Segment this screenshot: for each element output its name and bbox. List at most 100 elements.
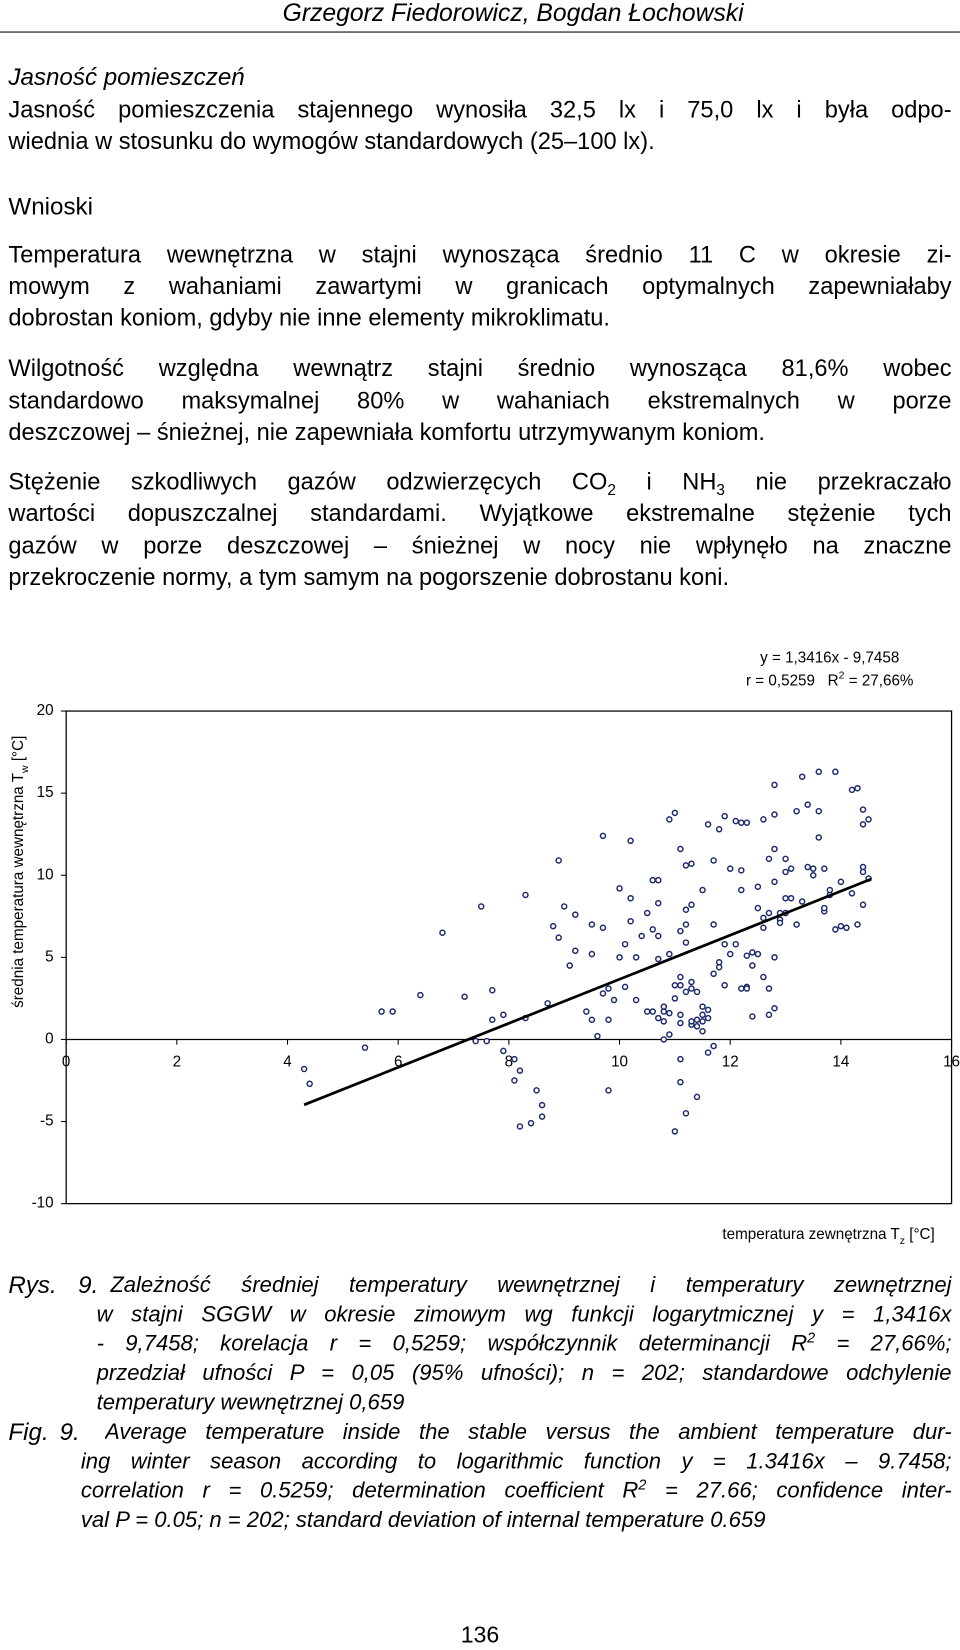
data-point [461,993,468,1001]
x-tick-label: 12 [722,1054,739,1071]
superscript: 2 [807,1329,816,1345]
data-point [300,1065,308,1073]
data-point [616,885,623,892]
text-run: przekroczenie normy, a tym samym na pogo… [8,563,730,590]
data-point [738,985,745,992]
data-point [649,876,657,884]
caption-label: Rys. 9. [8,1270,99,1298]
text-run: r = 0,5259 R [746,673,839,690]
data-point [754,904,762,912]
data-point [704,1049,712,1056]
text-run: = 27.66; confidence inter- [646,1478,952,1503]
text-run: Zależność średniej temperatury wewnętrzn… [110,1272,952,1297]
y-tick-label: -10 [32,1195,54,1212]
data-point [771,878,778,886]
data-point [516,1067,524,1074]
data-point [566,962,573,969]
data-point [688,860,695,868]
data-point [605,985,612,992]
text-run: deszczowej – śnieżnej, nie zapewniała ko… [8,418,765,445]
text-run: = 27,66%; [815,1331,952,1356]
text-run: nie przekraczało [724,467,952,495]
data-point [715,959,723,966]
y-tick-label: -5 [40,1113,54,1130]
subscript: 3 [716,482,725,496]
data-point [306,1080,313,1088]
text-line: mowym z wahaniami zawartymi w granicach … [8,272,951,300]
data-point [704,1006,712,1014]
data-point [682,1110,690,1117]
text-line: Stężenie szkodliwych gazów odzwierzęcych… [8,467,951,495]
data-point [688,985,695,992]
data-point [660,1036,668,1043]
text-run: i NH [615,467,717,495]
data-point [821,865,828,872]
text-line: Temperatura wewnętrzna w stajni wynosząc… [8,240,951,268]
data-point [821,904,828,912]
x-tick-label: 14 [832,1054,849,1071]
data-point [627,894,634,902]
data-point [715,826,723,833]
data-point [677,1011,684,1019]
data-point [483,1037,490,1045]
data-point [549,922,557,930]
text-run: wiednia w stosunku do wymogów standardow… [8,127,655,154]
data-point [605,1087,612,1094]
data-point [560,903,568,910]
data-point [605,1016,612,1023]
data-point [538,1113,546,1120]
data-point [666,816,673,823]
data-point [710,1042,717,1050]
data-point [859,821,867,828]
data-point [610,996,618,1004]
text-line: w stajni SGGW w okresie zimowym wg funkc… [97,1300,952,1328]
text-run: = 27,66% [844,673,913,690]
data-point [588,950,596,958]
annotation: r = 0,5259 R2 = 27,66% [746,669,913,689]
text-run: Stężenie szkodliwych gazów odzwierzęcych… [8,467,608,495]
data-point [787,865,795,872]
data-point [688,1018,695,1025]
data-point [710,857,717,864]
data-point [771,954,778,961]
data-point [693,988,701,996]
data-point [760,816,767,823]
superscript: 2 [638,1476,647,1492]
text-line: - 9,7458; korelacja r = 0,5259; współczy… [97,1329,952,1357]
data-point [671,809,679,817]
x-tick-label: 2 [173,1054,181,1071]
data-point [666,1031,673,1038]
page-number: 136 [460,1621,500,1648]
data-point [533,1087,540,1094]
data-point [516,1123,524,1130]
superscript: 2 [839,669,845,681]
data-point [682,906,690,913]
data-point [787,894,795,902]
data-point [500,1011,507,1019]
data-point [782,894,789,902]
text-line: Wilgotność względna wewnątrz stajni śred… [8,353,951,381]
data-point [804,801,811,808]
data-point [693,1093,701,1101]
text-run: ing winter season according to logarithm… [80,1448,952,1474]
data-point [389,1008,396,1015]
data-point [621,940,629,948]
text-run: w stajni SGGW w okresie zimowym wg funkc… [96,1301,952,1327]
section-heading: Jasność pomieszczeń [8,62,245,90]
data-point [677,973,684,981]
text-line: wartości dopuszczalnej standardami. Wyją… [8,498,951,526]
x-tick-label: 10 [611,1054,628,1071]
text-run: przedział ufności P = 0,05 (95% ufności)… [96,1360,952,1385]
data-point [688,978,695,986]
text-line: temperatury wewnętrznej 0,659 [97,1388,952,1416]
data-point [378,1008,385,1015]
data-point [682,939,690,946]
data-point [599,832,607,840]
data-point [848,786,856,794]
text-line: standardowo maksymalnej 80% w wahaniach … [8,386,951,414]
x-tick-label: 0 [62,1054,70,1071]
data-point [677,845,684,853]
data-point [472,1037,479,1045]
y-tick-label: 0 [45,1030,53,1047]
text-run: Jasność pomieszczenia stajennego wynosił… [8,96,952,123]
